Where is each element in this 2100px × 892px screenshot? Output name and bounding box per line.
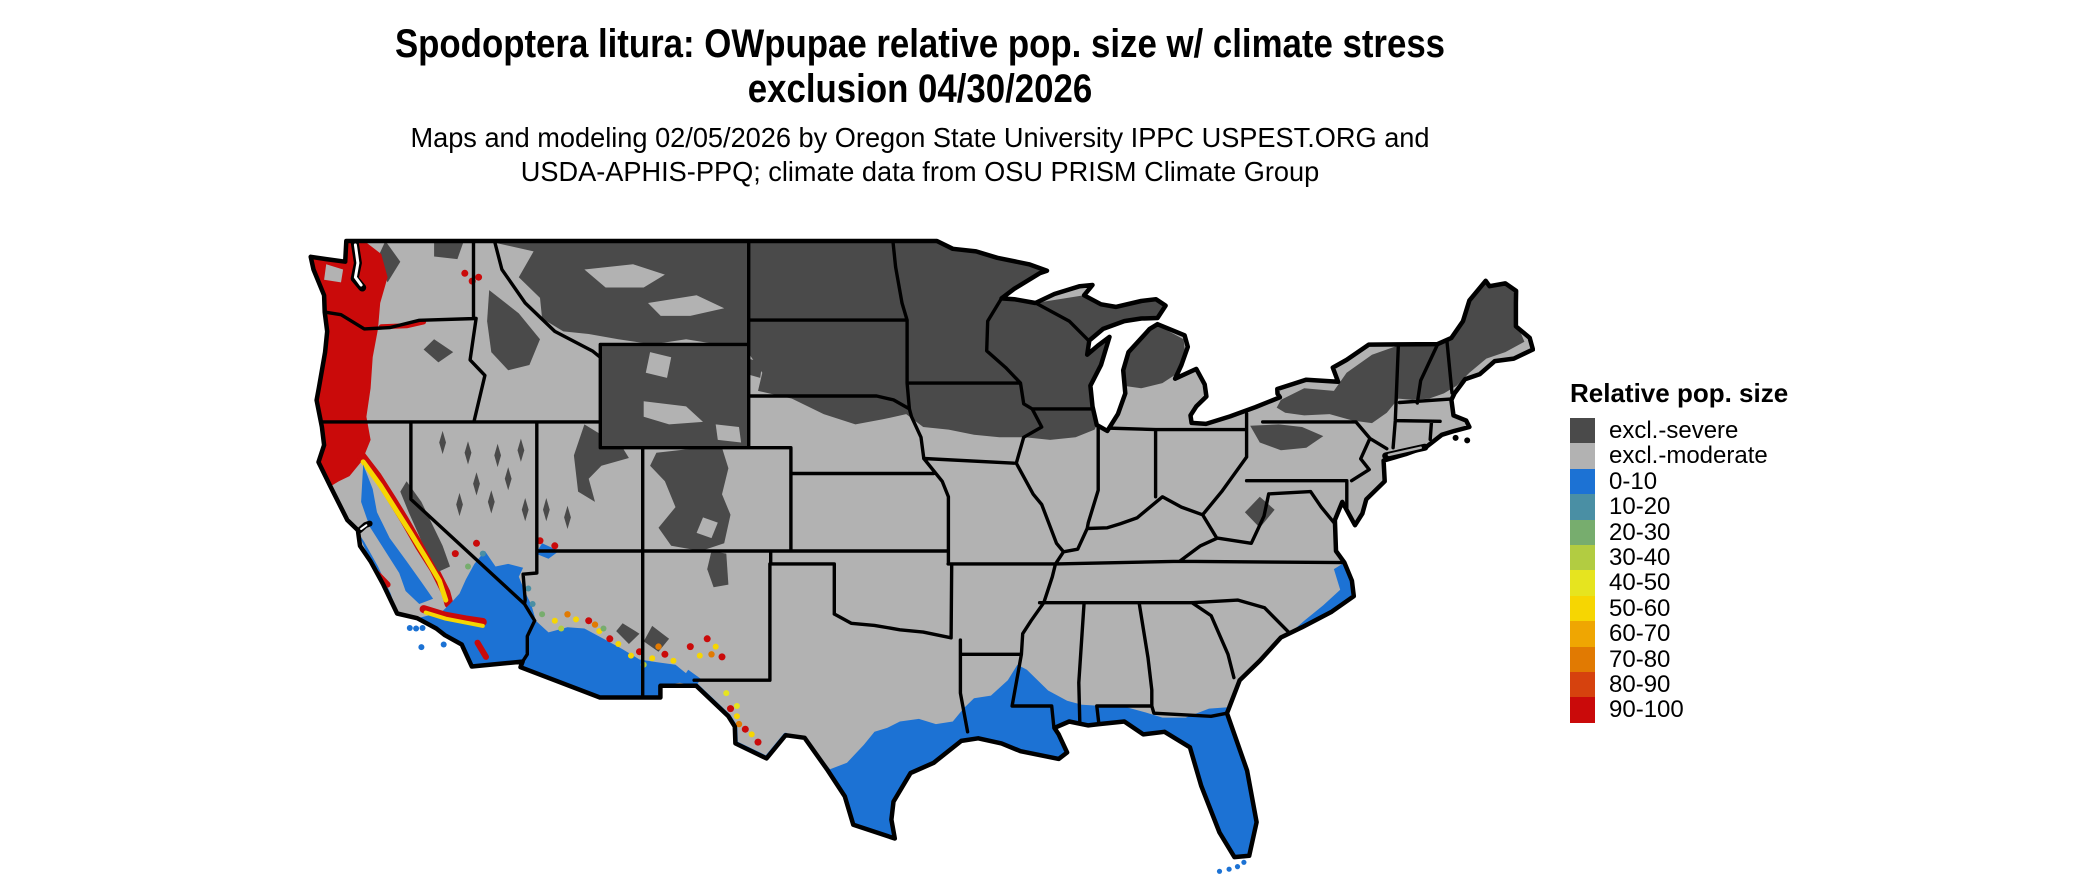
legend-label: 30-40 bbox=[1609, 543, 1671, 571]
legend-swatch bbox=[1570, 519, 1595, 545]
legend-item: excl.-moderate bbox=[1570, 442, 1788, 470]
figure-title-line2: exclusion 04/30/2026 bbox=[747, 67, 1093, 111]
legend-label: 0-10 bbox=[1609, 467, 1658, 495]
legend-swatch bbox=[1570, 494, 1595, 520]
legend-swatch bbox=[1570, 544, 1595, 571]
legend-label: 50-60 bbox=[1609, 594, 1671, 622]
legend-label: 10-20 bbox=[1609, 493, 1671, 521]
us-map-svg bbox=[308, 238, 1535, 874]
legend-label: excl.-severe bbox=[1609, 417, 1739, 444]
us-choropleth-map bbox=[305, 232, 1535, 887]
legend-swatch bbox=[1570, 671, 1595, 698]
legend-label: 80-90 bbox=[1609, 670, 1671, 698]
legend: Relative pop. size excl.-severe excl.-mod… bbox=[1570, 378, 1788, 723]
legend-label: 60-70 bbox=[1609, 620, 1671, 648]
legend-item: 10-20 bbox=[1570, 493, 1788, 521]
figure-subtitle-line1: Maps and modeling 02/05/2026 by Oregon S… bbox=[410, 122, 1430, 153]
legend-item: 30-40 bbox=[1570, 545, 1788, 570]
figure-title-line1: Spodoptera litura: OWpupae relative pop.… bbox=[394, 22, 1446, 66]
legend-label: 70-80 bbox=[1609, 645, 1671, 673]
legend-item: 90-100 bbox=[1570, 696, 1788, 724]
figure-subtitle: Maps and modeling 02/05/2026 by Oregon S… bbox=[28, 121, 1813, 189]
legend-item: 50-60 bbox=[1570, 594, 1788, 622]
legend-label: 40-50 bbox=[1609, 569, 1671, 597]
legend-label: 20-30 bbox=[1609, 518, 1671, 546]
legend-item: 0-10 bbox=[1570, 467, 1788, 495]
legend-item: 70-80 bbox=[1570, 645, 1788, 673]
legend-item: 20-30 bbox=[1570, 518, 1788, 546]
figure-title: Spodoptera litura: OWpupae relative pop.… bbox=[120, 22, 1721, 112]
legend-item: 80-90 bbox=[1570, 670, 1788, 698]
legend-title: Relative pop. size bbox=[1570, 378, 1789, 408]
legend-label: 90-100 bbox=[1609, 696, 1684, 724]
legend-rows: excl.-severe excl.-moderate 0-10 10-20 20-30… bbox=[1570, 418, 1788, 723]
legend-swatch bbox=[1570, 570, 1595, 596]
legend-item: 60-70 bbox=[1570, 620, 1788, 648]
legend-item: 40-50 bbox=[1570, 569, 1788, 597]
legend-label: excl.-moderate bbox=[1609, 442, 1768, 470]
legend-swatch bbox=[1570, 646, 1595, 672]
legend-swatch bbox=[1570, 595, 1595, 622]
legend-item: excl.-severe bbox=[1570, 418, 1788, 443]
legend-swatch bbox=[1570, 468, 1595, 495]
legend-swatch bbox=[1570, 621, 1595, 647]
legend-swatch bbox=[1570, 443, 1595, 469]
legend-swatch bbox=[1570, 697, 1595, 723]
legend-swatch bbox=[1570, 418, 1595, 444]
figure-subtitle-line2: USDA-APHIS-PPQ; climate data from OSU PR… bbox=[520, 156, 1320, 187]
